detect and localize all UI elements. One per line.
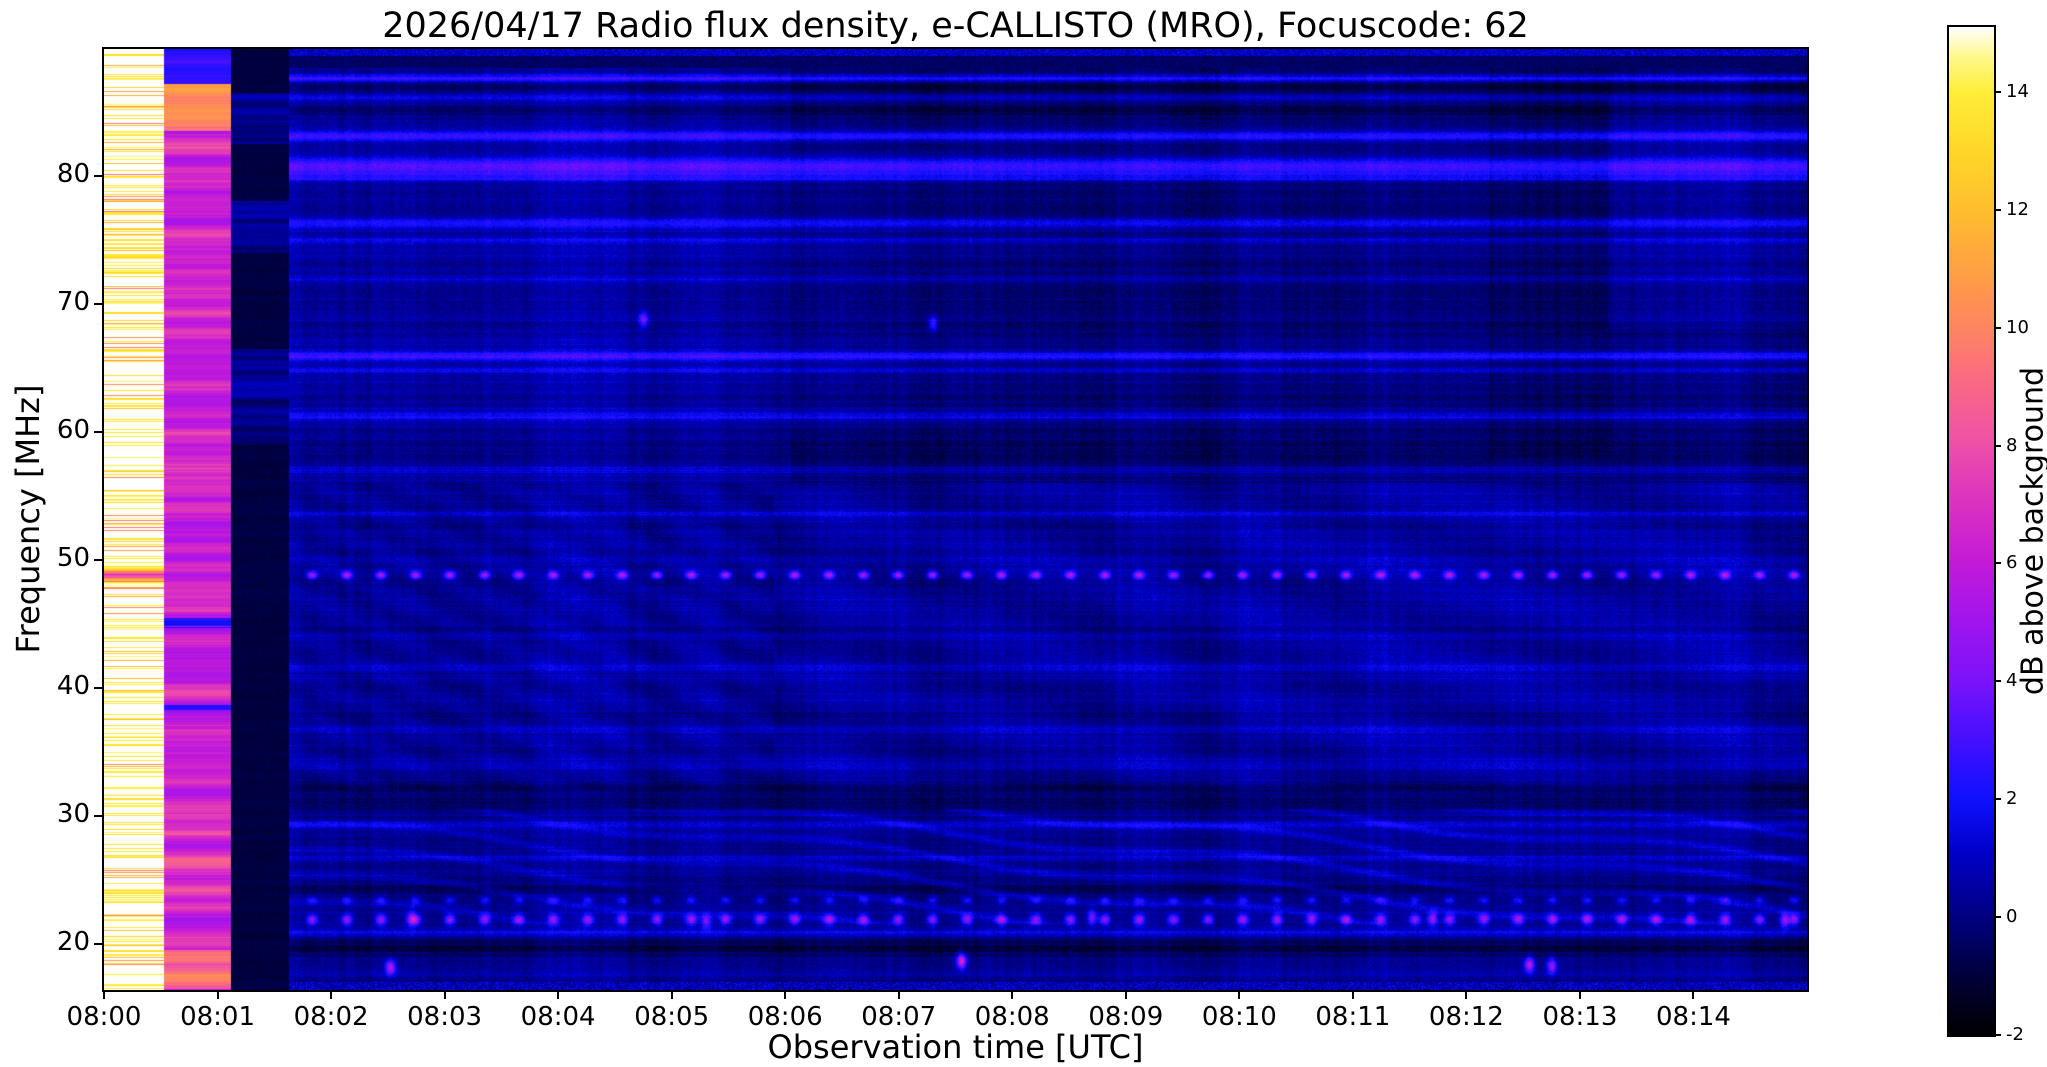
y-tick-mark (94, 174, 102, 177)
y-tick-mark (94, 302, 102, 305)
x-tick-label: 08:09 (1088, 1002, 1164, 1032)
x-tick-label: 08:00 (66, 1002, 142, 1032)
colorbar-tick-mark (1994, 680, 2001, 683)
x-tick-mark (784, 990, 787, 999)
colorbar-tick-label: 10 (2006, 316, 2029, 338)
x-tick-mark (1351, 990, 1354, 999)
x-tick-mark (216, 990, 219, 999)
x-tick-label: 08:10 (1201, 1002, 1277, 1032)
colorbar-tick-label: 14 (2006, 80, 2029, 102)
y-tick-mark (94, 942, 102, 945)
x-tick-mark (1692, 990, 1695, 999)
colorbar-tick-mark (1994, 444, 2001, 447)
x-tick-label: 08:11 (1315, 1002, 1391, 1032)
colorbar-tick-mark (1994, 326, 2001, 329)
x-tick-label: 08:06 (747, 1002, 823, 1032)
y-tick-label: 50 (56, 542, 90, 573)
y-tick-mark (94, 686, 102, 689)
colorbar-tick-label: -2 (2006, 1024, 2024, 1045)
plot-area (102, 47, 1809, 992)
y-tick-label: 40 (56, 670, 90, 701)
colorbar-tick-label: 8 (2006, 434, 2018, 456)
colorbar-label: dB above background (2015, 366, 2047, 696)
x-tick-mark (1238, 990, 1241, 999)
colorbar-tick-mark (1994, 562, 2001, 565)
colorbar-tick-mark (1994, 798, 2001, 801)
y-tick-label: 30 (56, 798, 90, 829)
y-tick-label: 20 (56, 926, 90, 957)
x-tick-mark (557, 990, 560, 999)
chart-title: 2026/04/17 Radio flux density, e-CALLIST… (382, 6, 1529, 46)
x-tick-label: 08:13 (1542, 1002, 1618, 1032)
x-tick-label: 08:07 (861, 1002, 937, 1032)
y-tick-mark (94, 430, 102, 433)
x-tick-label: 08:02 (293, 1002, 369, 1032)
x-tick-mark (1124, 990, 1127, 999)
colorbar-tick-mark (1994, 1034, 2001, 1036)
x-tick-mark (670, 990, 673, 999)
x-tick-label: 08:04 (520, 1002, 596, 1032)
colorbar-tick-mark (1994, 90, 2001, 93)
x-tick-label: 08:14 (1655, 1002, 1731, 1032)
x-tick-mark (1578, 990, 1581, 999)
x-tick-mark (443, 990, 446, 999)
y-tick-label: 70 (56, 286, 90, 317)
colorbar-tick-mark (1994, 208, 2001, 211)
colorbar-gradient (1949, 27, 1994, 1035)
x-tick-mark (1011, 990, 1014, 999)
x-tick-mark (330, 990, 333, 999)
x-tick-label: 08:03 (407, 1002, 483, 1032)
colorbar-tick-label: 0 (2006, 906, 2018, 928)
y-tick-label: 80 (56, 158, 90, 189)
colorbar-tick-label: 12 (2006, 198, 2029, 220)
x-tick-label: 08:05 (634, 1002, 710, 1032)
x-tick-mark (897, 990, 900, 999)
y-tick-label: 60 (56, 414, 90, 445)
spectrogram-canvas (104, 49, 1807, 990)
x-axis-label: Observation time [UTC] (767, 1028, 1144, 1066)
colorbar-tick-label: 2 (2006, 788, 2018, 810)
x-tick-mark (103, 990, 105, 999)
colorbar-tick-label: 4 (2006, 670, 2018, 692)
x-tick-label: 08:12 (1428, 1002, 1504, 1032)
colorbar-tick-label: 6 (2006, 552, 2018, 574)
colorbar (1947, 25, 1996, 1037)
x-tick-label: 08:01 (180, 1002, 255, 1032)
x-tick-mark (1465, 990, 1468, 999)
colorbar-tick-mark (1994, 916, 2001, 919)
y-tick-mark (94, 558, 102, 561)
y-tick-mark (94, 814, 102, 817)
x-tick-label: 08:08 (974, 1002, 1050, 1032)
